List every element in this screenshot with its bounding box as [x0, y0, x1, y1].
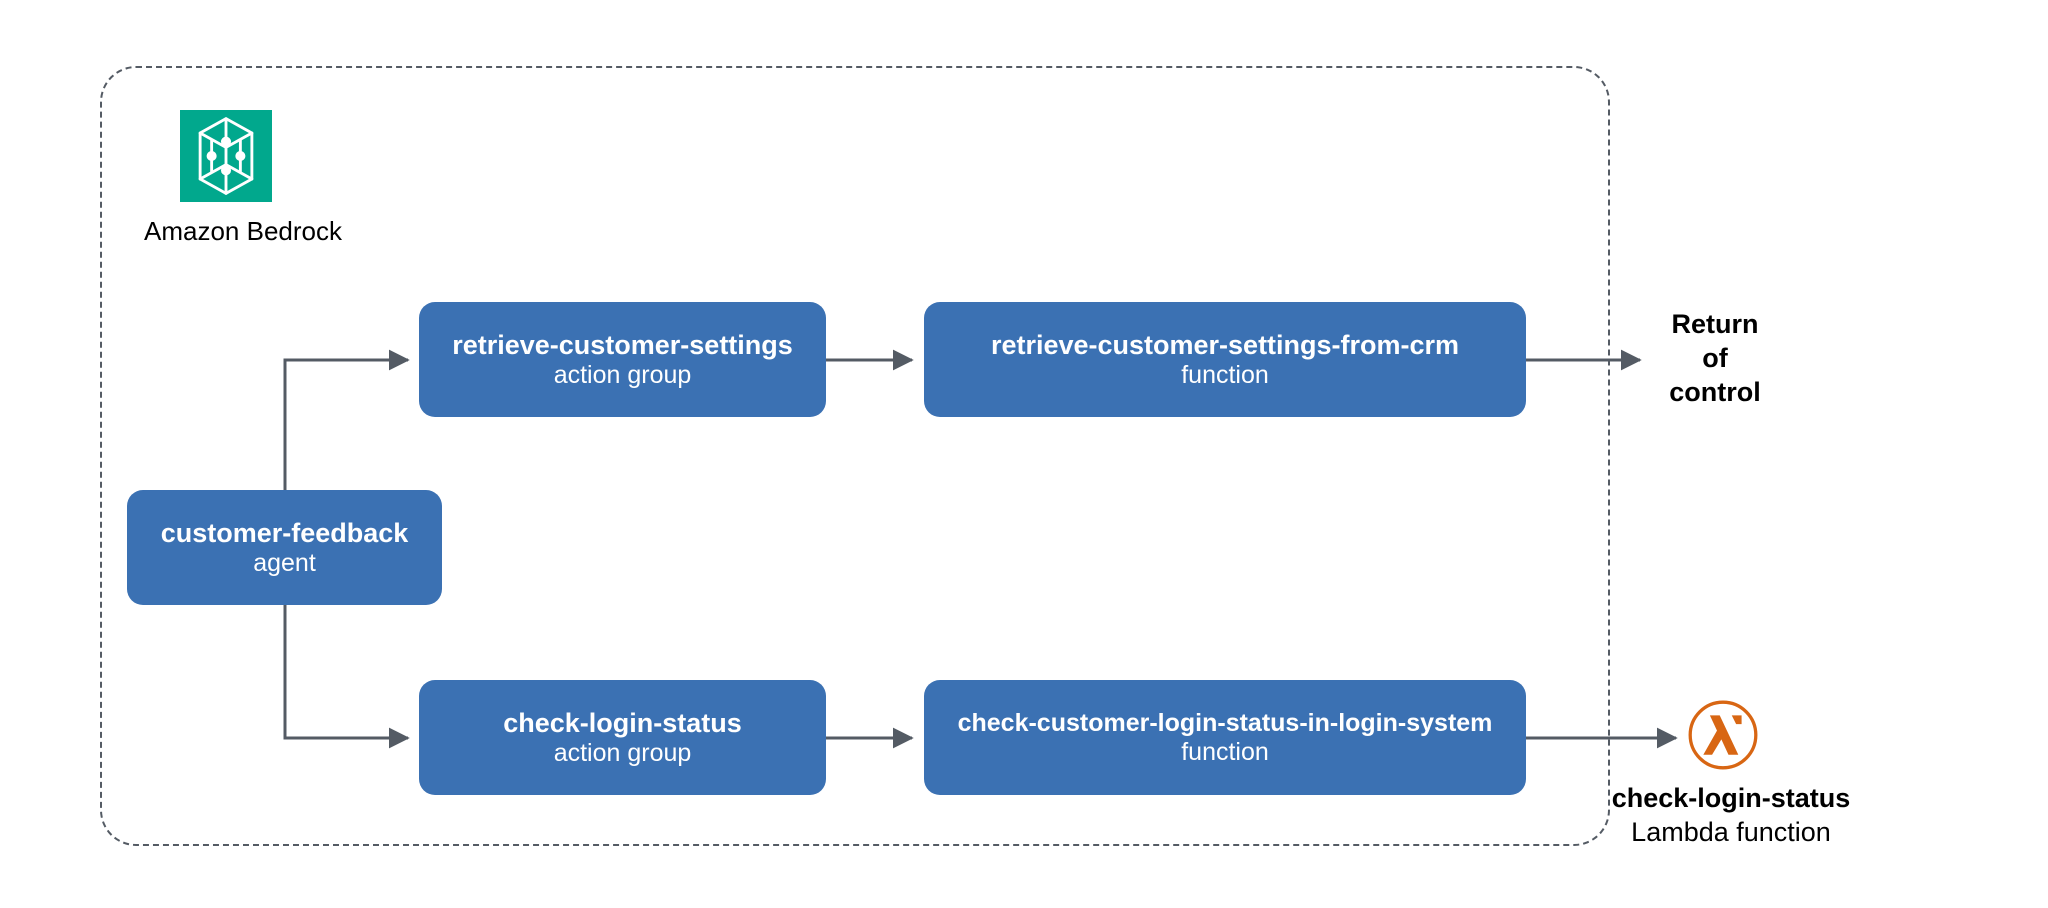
edge-agent-to-ag-bot — [285, 605, 408, 738]
connectors — [0, 0, 2048, 908]
diagram-canvas: Amazon Bedrock customer-feedback agent r… — [0, 0, 2048, 908]
edge-agent-to-ag-top — [285, 360, 408, 490]
